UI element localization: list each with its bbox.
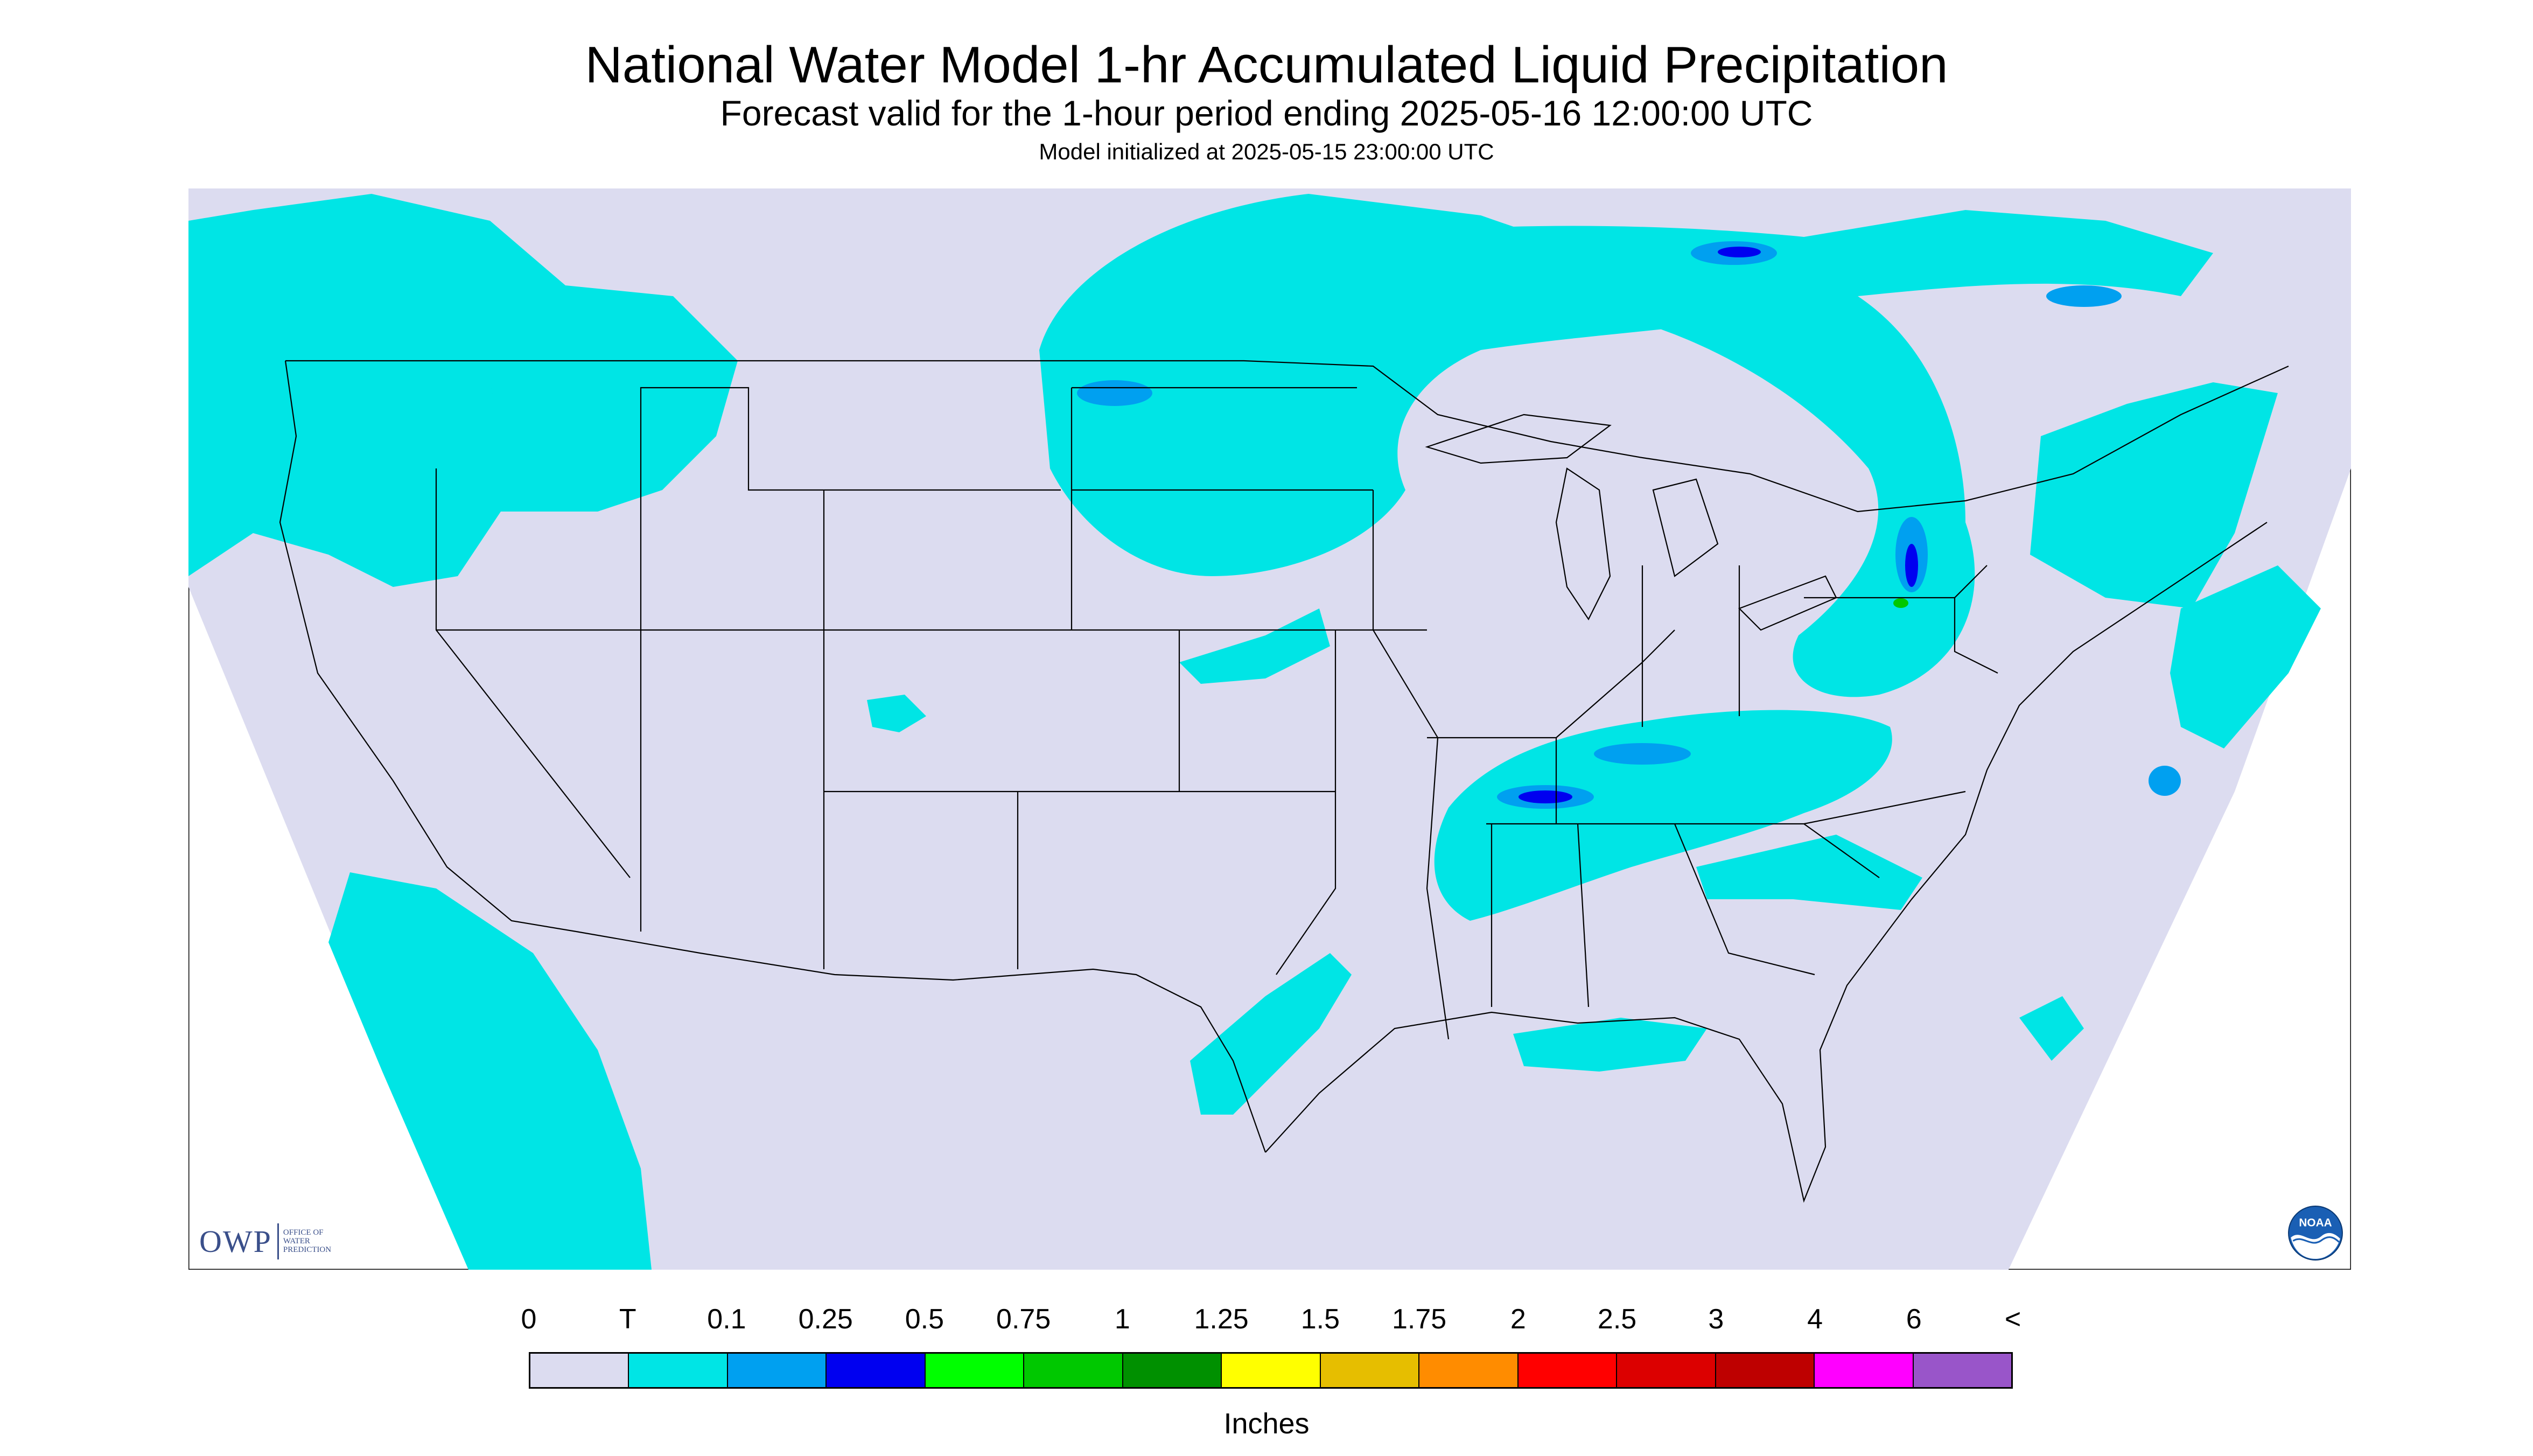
legend-tick-label: T [619,1304,636,1335]
legend-swatch [1617,1354,1716,1387]
legend-swatch [827,1354,926,1387]
precip-moderate-superior [1718,247,1761,257]
noaa-logo-text: NOAA [2299,1217,2332,1229]
legend-swatch [1716,1354,1815,1387]
owp-logo-text: OFFICE OF WATER PREDICTION [279,1228,331,1254]
lake-michigan [1555,467,1611,621]
precip-gulf-coast [1513,1018,1707,1072]
precip-colorado [867,695,926,732]
legend-tick-label: 4 [1807,1304,1823,1335]
precip-moderate-ohio [1519,790,1572,803]
precip-moderate-lake-erie [1905,544,1918,587]
legend-tick-label: 0.25 [798,1304,853,1335]
legend-swatch [1320,1354,1420,1387]
precip-great-lakes-band [1292,210,2213,697]
legend-swatch [1123,1354,1222,1387]
legend-swatch [727,1354,827,1387]
state-lines-east [1372,490,1998,1040]
legend-tick-label: 0 [521,1304,537,1335]
model-domain [188,188,2351,1270]
legend-swatch [1024,1354,1123,1387]
precip-trace-areas [188,194,2321,1270]
legend-tick-label: 2.5 [1597,1304,1637,1335]
legend-swatch [1815,1354,1914,1387]
precip-ohio-valley-band [1434,710,1892,921]
legend-tick-label: 2 [1510,1304,1526,1335]
model-init-caption: Model initialized at 2025-05-15 23:00:00… [1039,139,1494,164]
legend-swatch [1222,1354,1321,1387]
legend-swatch [925,1354,1025,1387]
precip-light-dakotas [1077,380,1152,406]
legend-tick-label: 3 [1708,1304,1724,1335]
precip-moderate-areas [1519,247,1918,803]
legend-tick-label: 6 [1906,1304,1922,1335]
coast-gulf [1265,522,2268,1203]
legend-tick-label: 0.1 [707,1304,746,1335]
owp-logo-line2: WATER [283,1237,310,1245]
precip-heavy-pennsylvania [1893,598,1908,608]
legend-tick-label: < [2004,1304,2021,1335]
legend-tick-label: 0.5 [905,1304,944,1335]
precip-legend-colorbar [529,1352,2013,1389]
forecast-valid-subtitle: Forecast valid for the 1-hour period end… [720,93,1813,133]
boundary-lines [279,360,2289,1203]
lake-superior [1425,414,1612,464]
border-mexico-us [576,930,1266,1153]
noaa-logo: NOAA [2288,1206,2343,1261]
legend-tick-label: 1.25 [1194,1304,1249,1335]
legend-tick-label: 1.5 [1300,1304,1340,1335]
map-title: National Water Model 1-hr Accumulated Li… [585,36,1948,94]
legend-tick-label: 1.75 [1391,1304,1447,1335]
border-canada-us [285,360,2289,513]
legend-swatch [1913,1354,2012,1387]
precip-light-offshore [2149,766,2181,796]
precip-light-quebec [2046,285,2122,307]
owp-logo-line3: PREDICTION [283,1245,332,1254]
legend-tick-label: 1 [1114,1304,1130,1335]
owp-logo-mark: OWP [199,1223,279,1259]
precip-nebraska-iowa [1179,608,1330,684]
legend-tick-label: 0.75 [996,1304,1051,1335]
owp-logo-line1: OFFICE OF [283,1228,324,1237]
legend-swatch [530,1354,629,1387]
legend-swatch [629,1354,728,1387]
precip-texas-coast [1190,953,1352,1115]
precipitation-map [188,188,2351,1270]
precip-carolinas [1696,835,1922,910]
precip-pacific-offshore [328,872,652,1270]
precip-northeast [2030,382,2278,608]
lake-huron-erie [1652,478,1837,631]
precip-northeast-offshore [2170,565,2321,748]
precip-atlantic-offshore [2019,996,2084,1061]
legend-swatch [1419,1354,1519,1387]
legend-units-label: Inches [1223,1408,1310,1440]
precip-northern-rockies [490,366,695,501]
coast-pacific [279,360,577,933]
owp-logo: OWP OFFICE OF WATER PREDICTION [199,1222,331,1260]
precip-heavy-areas [1893,598,1908,608]
precip-light-ohio [1594,743,1691,765]
state-lines-west [435,387,1427,975]
legend-swatch [1518,1354,1618,1387]
